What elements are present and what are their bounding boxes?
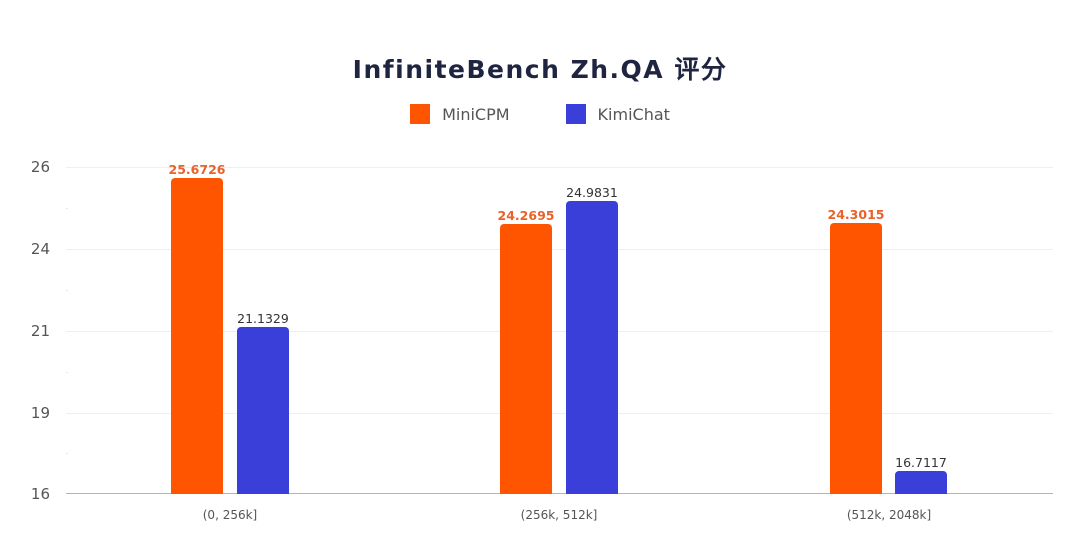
x-label-512k-2048k: (512k, 2048k]: [846, 508, 932, 522]
value-label: 24.3015: [827, 207, 885, 222]
x-axis-line: [66, 493, 1053, 494]
y-tick-16: 16: [30, 485, 50, 503]
y-tick-19: 19: [30, 404, 50, 422]
gridline: [66, 331, 1053, 332]
value-label: 24.2695: [497, 208, 555, 223]
legend: MiniCPM KimiChat: [0, 104, 1080, 124]
value-label: 24.9831: [566, 185, 618, 200]
bar-minicpm-0-256k[interactable]: [171, 178, 223, 494]
gridline: [66, 167, 1053, 168]
value-label: 25.6726: [168, 162, 226, 177]
bar-kimichat-256k-512k[interactable]: [566, 201, 618, 494]
x-label-256k-512k: (256k, 512k]: [520, 508, 598, 522]
gridline: [66, 249, 1053, 250]
plot-area: [66, 167, 1053, 494]
chart-title: InfiniteBench Zh.QA 评分: [352, 55, 728, 84]
kimichat-swatch-icon: [565, 104, 586, 124]
minor-tick: [66, 372, 68, 373]
bar-minicpm-256k-512k[interactable]: [500, 224, 552, 494]
minor-tick: [66, 453, 68, 454]
y-tick-21: 21: [30, 322, 50, 340]
minor-tick: [66, 290, 68, 291]
legend-label-kimichat: KimiChat: [597, 104, 670, 124]
x-label-0-256k: (0, 256k]: [202, 508, 258, 522]
y-tick-24: 24: [30, 240, 50, 258]
value-label: 21.1329: [237, 311, 289, 326]
bar-kimichat-0-256k[interactable]: [237, 327, 289, 494]
legend-item-minicpm[interactable]: MiniCPM: [410, 104, 510, 124]
minicpm-swatch-icon: [410, 104, 431, 124]
legend-label-minicpm: MiniCPM: [442, 104, 510, 124]
minor-tick: [66, 208, 68, 209]
gridline: [66, 413, 1053, 414]
y-tick-26: 26: [30, 158, 50, 176]
bar-minicpm-512k-2048k[interactable]: [830, 223, 882, 494]
value-label: 16.7117: [895, 455, 947, 470]
bar-kimichat-512k-2048k[interactable]: [895, 471, 947, 494]
legend-item-kimichat[interactable]: KimiChat: [565, 104, 670, 124]
